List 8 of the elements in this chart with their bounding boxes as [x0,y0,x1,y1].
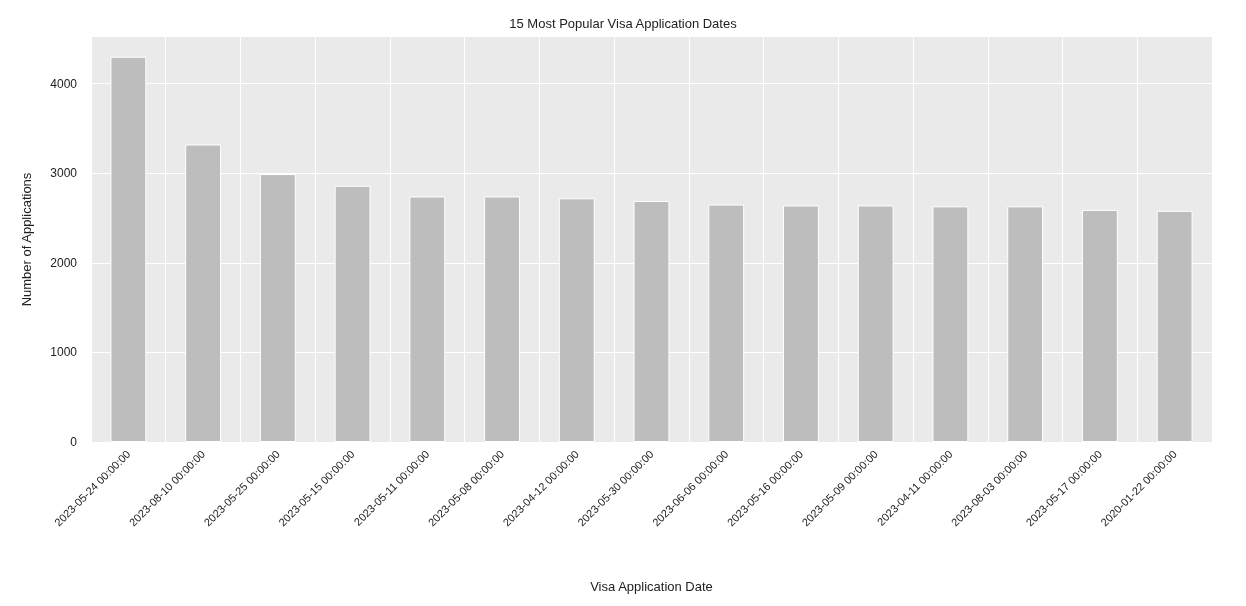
y-tick-label: 1000 [50,345,78,360]
y-tick-label: 3000 [50,166,78,181]
y-tick-label: 4000 [50,76,78,91]
x-axis-title: Visa Application Date [590,579,713,594]
chart-title: 15 Most Popular Visa Application Dates [509,16,738,31]
y-axis-title: Number of Applications [19,172,34,307]
y-tick-label: 0 [70,435,78,449]
y-tick-label: 2000 [50,255,78,270]
